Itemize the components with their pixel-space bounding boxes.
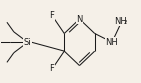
Text: N: N [76, 15, 83, 24]
Text: NH: NH [114, 17, 127, 26]
Text: NH: NH [106, 38, 118, 47]
Text: Si: Si [24, 38, 31, 47]
Text: F: F [49, 11, 54, 20]
Text: F: F [49, 64, 54, 73]
Text: 2: 2 [124, 20, 128, 25]
